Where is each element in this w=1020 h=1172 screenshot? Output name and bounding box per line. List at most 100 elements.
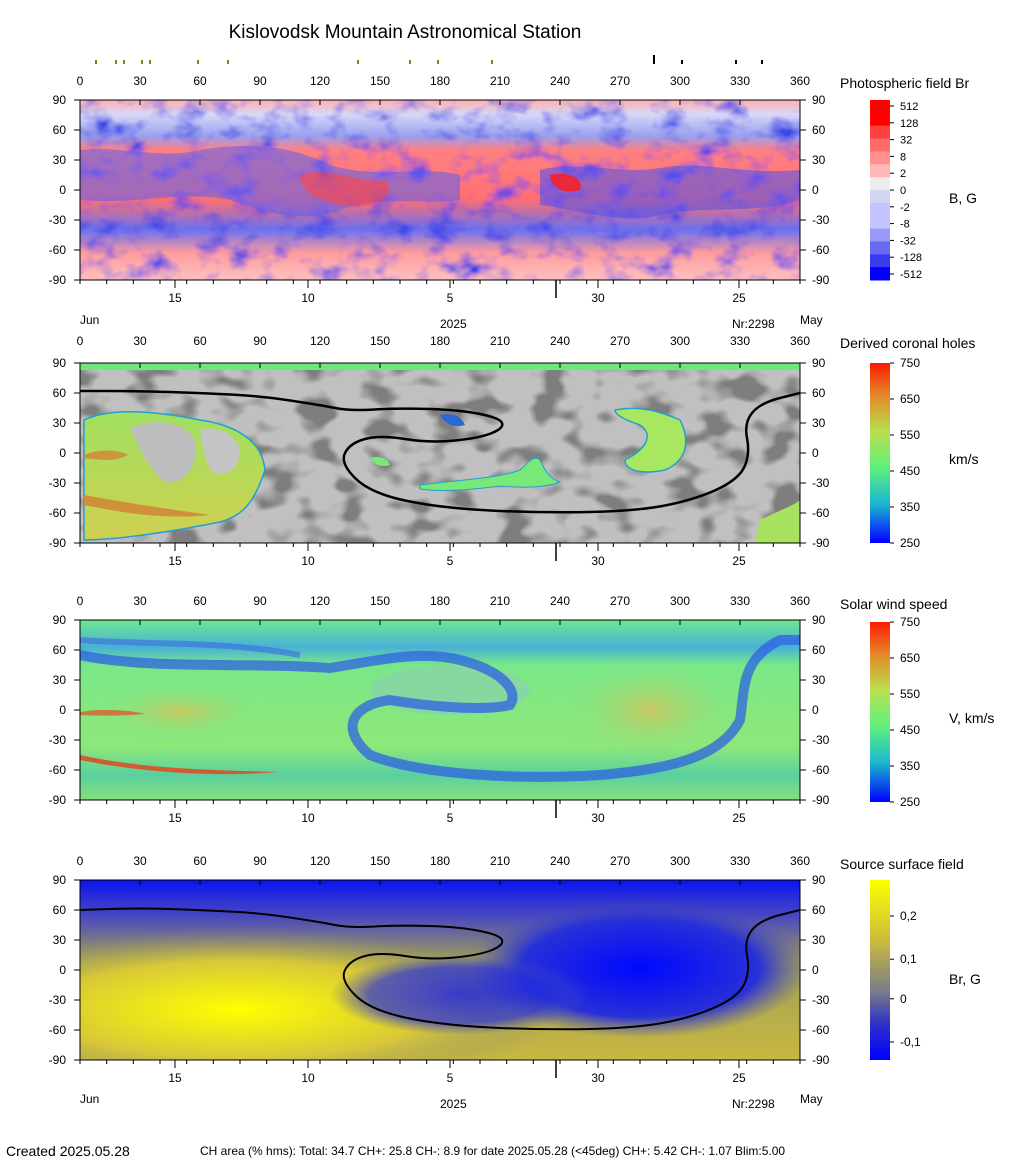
- day-tick-label: 25: [732, 554, 746, 568]
- colorbar-label: -8: [900, 219, 910, 231]
- lat-tick-label-right: -60: [812, 1023, 830, 1037]
- lon-tick-label: 210: [490, 334, 510, 348]
- day-tick-label: 30: [591, 291, 605, 305]
- lon-tick-label: 240: [550, 854, 570, 868]
- colorbar-cell: [870, 138, 890, 152]
- lat-tick-label-left: -30: [49, 476, 67, 490]
- lon-tick-label: 60: [193, 594, 207, 608]
- lon-tick-label: 0: [77, 594, 84, 608]
- lon-tick-label: 30: [133, 74, 147, 88]
- lon-tick-label: 270: [610, 334, 630, 348]
- colorbar-label: 550: [900, 428, 920, 442]
- lat-tick-label-left: -60: [49, 1023, 67, 1037]
- lat-tick-label-left: 0: [59, 183, 66, 197]
- colorbar-photospheric-field: 512 128 32 8 2 0 -2 -8 -32 -128 -512: [870, 100, 922, 281]
- lon-tick-label: 120: [310, 74, 330, 88]
- day-tick-label: 5: [447, 554, 454, 568]
- lon-tick-label: 0: [77, 74, 84, 88]
- lon-tick-label: 150: [370, 594, 390, 608]
- colorbar-cell: [870, 125, 890, 140]
- lat-tick-label-left: -90: [49, 536, 67, 550]
- lat-tick-label-right: -90: [812, 273, 830, 287]
- panel-title-coronal: Derived coronal holes: [840, 335, 975, 351]
- lat-tick-label-right: 60: [812, 903, 826, 917]
- lat-tick-label-left: 0: [59, 446, 66, 460]
- lon-tick-label: 210: [490, 594, 510, 608]
- lon-tick-label: 300: [670, 854, 690, 868]
- lon-tick-label: 210: [490, 854, 510, 868]
- colorbar-label: 350: [900, 500, 920, 514]
- month-left-label: Jun: [80, 313, 99, 327]
- neutral-line-source: [80, 907, 800, 1031]
- lon-tick-label: 0: [77, 854, 84, 868]
- lat-tick-label-right: 30: [812, 416, 826, 430]
- lat-tick-label-left: 90: [53, 873, 67, 887]
- neutral-line-coronal: [80, 389, 800, 514]
- day-tick-label: 25: [732, 291, 746, 305]
- lat-tick-label-left: 0: [59, 703, 66, 717]
- colorbar-cell: [870, 241, 890, 255]
- panel-title-photospheric: Photospheric field Br: [840, 75, 970, 91]
- colorbar-label: 0,1: [900, 952, 917, 966]
- lon-tick-label: 330: [730, 594, 750, 608]
- colorbar-source-surface: 0,2 0,1 0 -0,1: [870, 880, 921, 1060]
- colorbar-gradient: [870, 880, 890, 1060]
- lon-tick-label: 30: [133, 334, 147, 348]
- panel-title-wind: Solar wind speed: [840, 596, 947, 612]
- colorbar-cell: [870, 164, 890, 178]
- lat-tick-label-left: 30: [53, 933, 67, 947]
- lon-tick-label: 90: [253, 74, 267, 88]
- chart-title: Kislovodsk Mountain Astronomical Station: [229, 22, 582, 43]
- colorbar-unit-kms: km/s: [949, 451, 979, 467]
- lat-tick-label-right: 30: [812, 933, 826, 947]
- lat-tick-label-right: 0: [812, 703, 819, 717]
- lon-tick-label: 90: [253, 854, 267, 868]
- colorbar-label: 32: [900, 135, 912, 147]
- colorbar-gradient: [870, 622, 890, 802]
- lat-tick-label-right: -90: [812, 1053, 830, 1067]
- lon-tick-label: 360: [790, 854, 810, 868]
- lat-tick-label-right: 90: [812, 613, 826, 627]
- lat-tick-label-left: -60: [49, 763, 67, 777]
- colorbar-label: -32: [900, 235, 916, 247]
- colorbar-cell: [870, 254, 890, 268]
- heatmap-source-surface: [80, 880, 800, 1060]
- colorbar-label: 0: [900, 185, 906, 197]
- lon-tick-label: 270: [610, 74, 630, 88]
- lat-tick-label-left: 60: [53, 123, 67, 137]
- colorbar-cell: [870, 202, 890, 217]
- lon-tick-label: 360: [790, 74, 810, 88]
- lon-tick-label: 60: [193, 74, 207, 88]
- lat-tick-label-right: 90: [812, 93, 826, 107]
- lon-tick-label: 30: [133, 594, 147, 608]
- year-label: 2025: [440, 317, 467, 331]
- lon-tick-label: 300: [670, 594, 690, 608]
- colorbar-label: 8: [900, 151, 906, 163]
- lat-tick-label-left: -30: [49, 733, 67, 747]
- colorbar-cell: [870, 100, 890, 114]
- lat-tick-label-left: 30: [53, 673, 67, 687]
- colorbar-coronal-holes: 750 650 550 450 350 250: [870, 356, 920, 550]
- day-tick-label: 30: [591, 811, 605, 825]
- lat-tick-label-right: -60: [812, 506, 830, 520]
- lat-tick-label-right: -30: [812, 993, 830, 1007]
- day-tick-label: 25: [732, 1071, 746, 1085]
- lon-tick-label: 240: [550, 334, 570, 348]
- colorbar-label: 450: [900, 723, 920, 737]
- colorbar-label: 512: [900, 101, 918, 113]
- lon-tick-label: 60: [193, 854, 207, 868]
- lon-tick-label: 60: [193, 334, 207, 348]
- day-tick-label: 10: [301, 1071, 315, 1085]
- day-tick-label: 30: [591, 1071, 605, 1085]
- colorbar-label: 350: [900, 759, 920, 773]
- lat-tick-label-left: -90: [49, 273, 67, 287]
- colorbar-label: 128: [900, 118, 918, 130]
- lat-tick-label-right: -30: [812, 476, 830, 490]
- month-right-label: May: [800, 313, 823, 327]
- colorbar-label: -2: [900, 202, 910, 214]
- lon-tick-label: 150: [370, 74, 390, 88]
- colorbar-cell: [870, 177, 890, 191]
